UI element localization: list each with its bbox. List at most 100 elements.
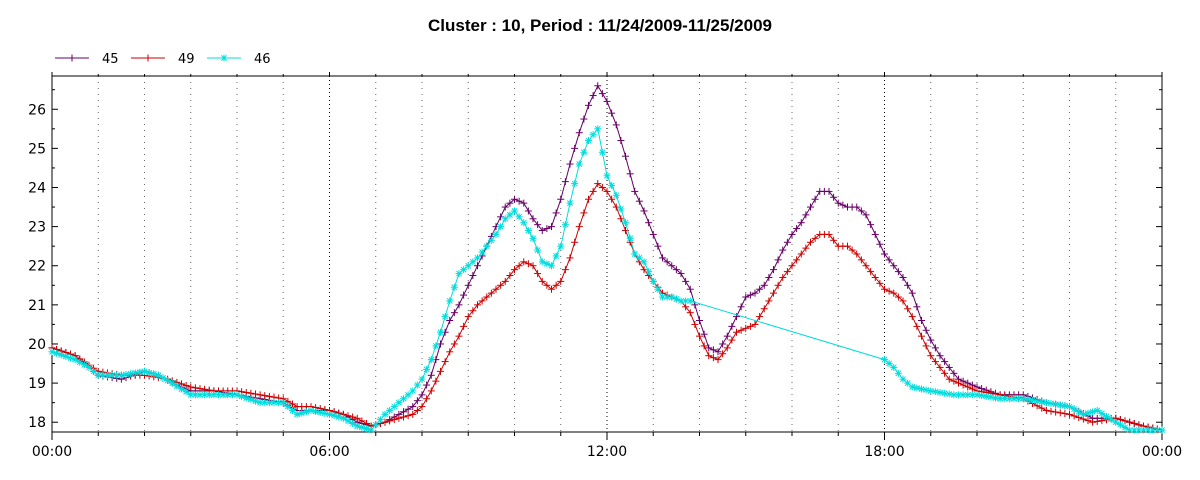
data-point <box>959 381 967 389</box>
data-point <box>252 397 259 405</box>
data-point <box>492 285 500 293</box>
data-point <box>321 409 329 417</box>
data-point <box>830 236 838 244</box>
data-point <box>881 285 888 293</box>
data-point <box>931 358 939 366</box>
data-point <box>760 281 768 289</box>
data-point <box>686 309 694 317</box>
data-point <box>104 371 111 379</box>
data-point <box>622 152 629 160</box>
data-point <box>511 207 518 215</box>
data-point <box>566 160 574 168</box>
data-point <box>640 207 648 215</box>
data-point <box>182 388 190 396</box>
data-point <box>774 256 782 264</box>
data-point <box>964 383 972 391</box>
data-point <box>709 346 717 354</box>
data-point <box>191 391 199 399</box>
data-point <box>594 180 602 188</box>
data-point <box>922 386 930 394</box>
data-point <box>122 370 130 378</box>
data-point <box>404 391 412 399</box>
data-point <box>1107 415 1115 423</box>
data-point <box>696 332 703 340</box>
data-point <box>423 381 431 389</box>
data-point <box>159 374 167 382</box>
data-point <box>756 313 764 321</box>
data-point <box>423 395 431 403</box>
data-point <box>386 406 394 414</box>
data-point <box>765 297 773 305</box>
data-point <box>520 258 528 266</box>
data-point <box>1047 399 1055 407</box>
data-point <box>191 384 199 392</box>
data-point <box>811 234 819 242</box>
data-point <box>552 209 560 217</box>
data-point <box>918 317 925 325</box>
data-point <box>663 293 671 301</box>
legend-item-49: 49 <box>131 52 195 67</box>
data-point <box>1084 417 1092 425</box>
data-point <box>506 199 514 207</box>
data-point <box>552 281 560 289</box>
data-point <box>432 342 440 350</box>
data-point <box>756 285 764 293</box>
y-tick-label: 23 <box>28 220 46 236</box>
data-point <box>404 405 412 413</box>
data-point <box>802 244 810 252</box>
data-point <box>224 391 232 399</box>
data-point <box>566 254 574 262</box>
data-point <box>534 270 542 278</box>
data-point <box>941 358 949 366</box>
data-point <box>418 391 426 399</box>
data-point <box>580 148 588 156</box>
data-point <box>950 369 958 377</box>
data-point <box>941 389 949 397</box>
data-point <box>182 381 190 389</box>
y-tick-label: 20 <box>28 337 46 353</box>
data-point <box>386 417 394 425</box>
data-point <box>825 230 833 238</box>
data-point <box>409 403 417 411</box>
data-point <box>427 387 435 395</box>
data-point <box>774 281 782 289</box>
y-tick-label: 24 <box>28 180 46 196</box>
data-point <box>931 344 939 352</box>
data-point <box>515 262 523 270</box>
data-point <box>631 250 639 258</box>
data-point <box>538 227 546 235</box>
data-point <box>400 413 407 421</box>
data-point <box>982 392 990 400</box>
data-point <box>899 273 907 281</box>
data-point <box>557 277 565 285</box>
data-point <box>460 322 468 330</box>
data-point <box>978 392 986 400</box>
data-point <box>594 82 602 90</box>
data-point <box>53 349 61 357</box>
data-point <box>349 413 357 421</box>
legend-marker <box>144 54 152 62</box>
data-point <box>506 272 514 280</box>
data-point <box>298 409 306 417</box>
data-point <box>589 92 597 100</box>
data-point <box>265 392 273 400</box>
data-point <box>881 356 888 364</box>
data-point <box>1121 417 1129 425</box>
data-point <box>802 211 810 219</box>
data-point <box>765 273 773 281</box>
data-point <box>876 279 884 287</box>
data-point <box>460 291 468 299</box>
data-point <box>751 320 759 328</box>
legend-marker <box>220 54 228 62</box>
data-point <box>733 328 740 336</box>
grid <box>97 76 1117 432</box>
data-point <box>187 383 195 391</box>
data-point <box>372 421 380 429</box>
data-point <box>844 242 851 250</box>
data-point <box>894 268 902 276</box>
data-point <box>598 183 606 191</box>
data-point <box>437 367 444 375</box>
data-point <box>409 410 417 418</box>
data-point <box>746 291 754 299</box>
